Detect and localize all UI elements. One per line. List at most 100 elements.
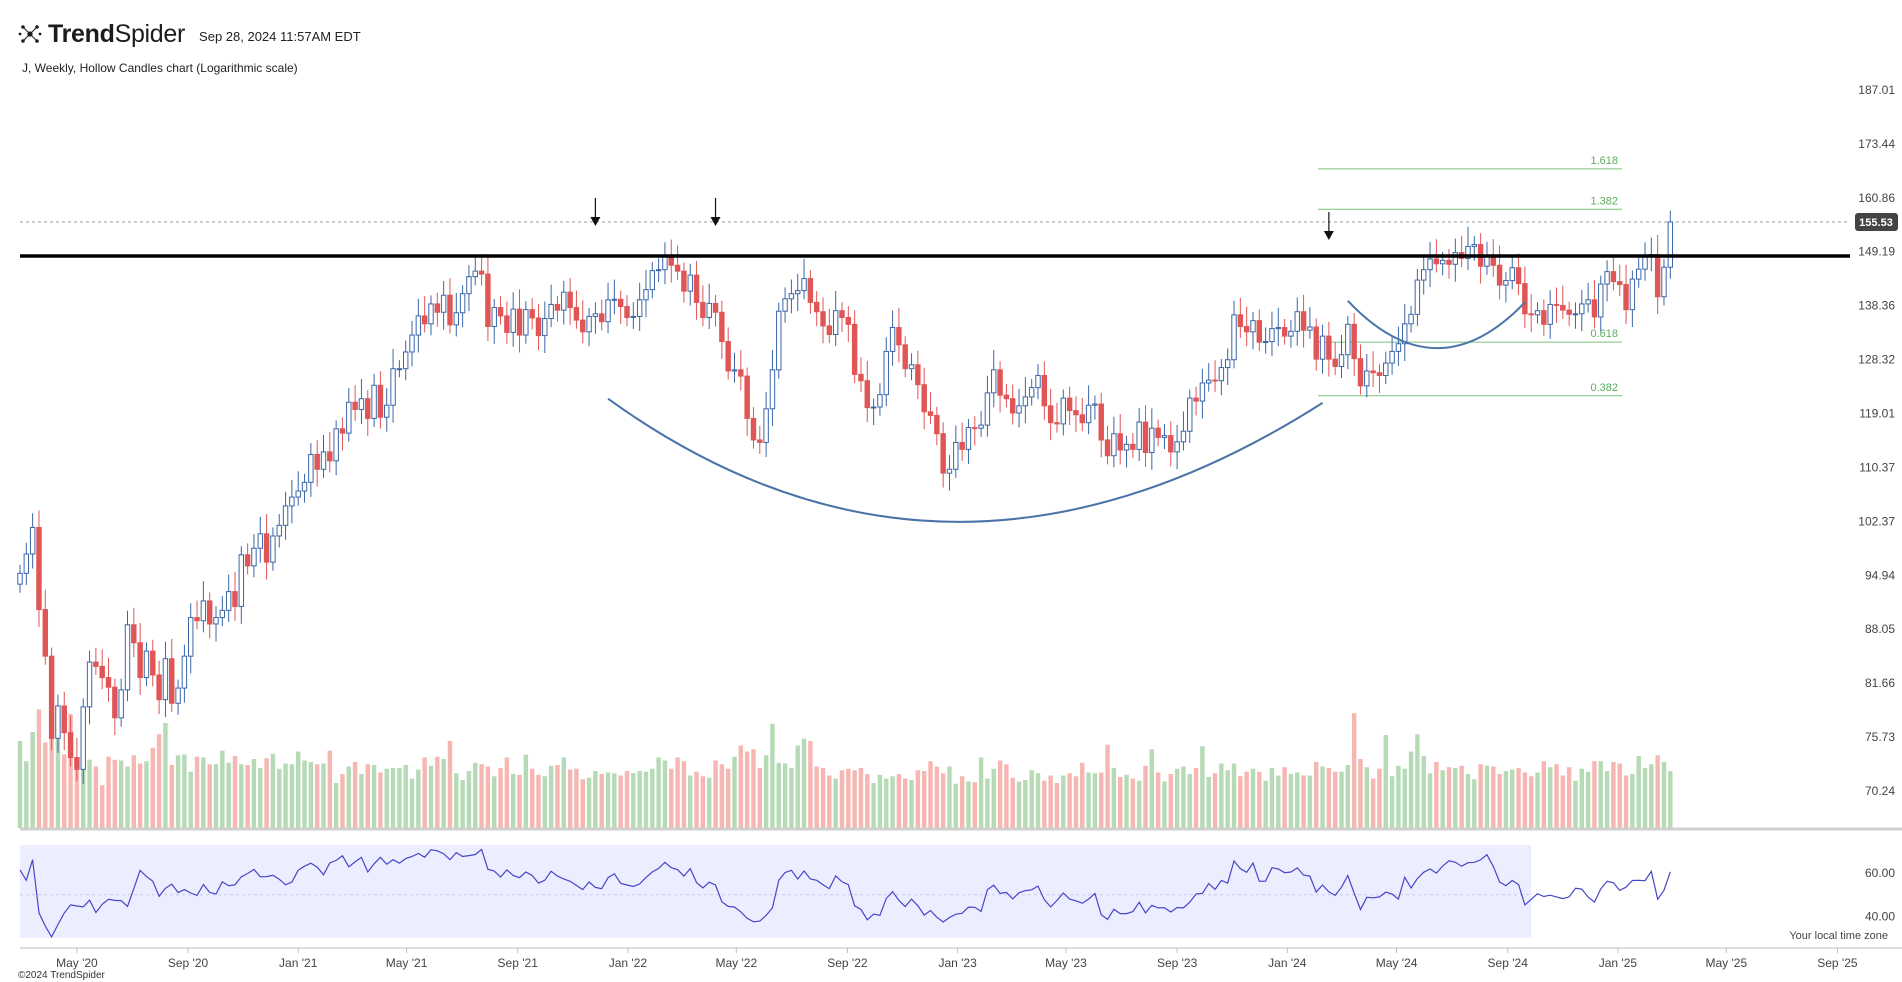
candle-body [630, 315, 637, 318]
candle-body [143, 650, 150, 679]
candle-body [643, 289, 649, 301]
candle-body [377, 384, 384, 418]
volume-bar [277, 768, 282, 828]
timezone-note[interactable]: Your local time zone [1789, 930, 1888, 942]
arrow-head-icon [590, 217, 601, 226]
candle-body [1395, 343, 1402, 352]
candle-body [1383, 362, 1389, 377]
volume-bar [428, 765, 434, 828]
volume-bar [1307, 775, 1313, 828]
volume-bar [978, 757, 984, 828]
candle-body [1010, 398, 1016, 414]
volume-bar [1206, 777, 1211, 828]
volume-bar [643, 771, 649, 828]
volume-bar [1301, 775, 1306, 828]
candle-body [333, 428, 339, 462]
candle-body [719, 311, 725, 343]
volume-bar [68, 714, 73, 828]
volume-bar [55, 714, 61, 828]
candle-body [1446, 259, 1452, 265]
candle-body [1572, 313, 1579, 316]
candle-body [440, 294, 447, 313]
candle-body [776, 310, 782, 371]
volume-bar [1370, 778, 1376, 828]
volume-bar [1604, 771, 1610, 828]
volume-bar [409, 778, 415, 828]
volume-bar [188, 771, 193, 828]
candle-body [908, 364, 915, 370]
candle-body [74, 757, 80, 770]
volume-bar [865, 774, 870, 828]
volume-bar [820, 768, 826, 828]
candle-body [1085, 404, 1092, 424]
volume-bar [662, 760, 668, 828]
volume-bar [24, 761, 29, 828]
volume-bar [112, 759, 118, 828]
volume-bar [390, 768, 396, 828]
trendspider-logo-icon [18, 25, 42, 43]
volume-bar [827, 775, 832, 828]
volume-bar [1326, 768, 1332, 828]
candle-body [1338, 354, 1345, 367]
candle-body [731, 369, 738, 372]
candle-body [137, 642, 143, 679]
candle-body [390, 368, 396, 406]
candle-body [1566, 309, 1572, 315]
volume-bar [1048, 775, 1053, 828]
candle-body [472, 270, 478, 278]
volume-bar [1649, 764, 1654, 828]
candle-body [1629, 278, 1636, 311]
volume-bar [884, 778, 889, 828]
volume-bar [605, 772, 611, 828]
volume-bar [1295, 772, 1300, 828]
candle-body [1262, 341, 1269, 344]
volume-bar [492, 776, 497, 828]
candle-body [592, 313, 599, 317]
volume-bar [757, 768, 763, 828]
x-tick-label: Sep '21 [498, 956, 539, 970]
candle-body [415, 315, 422, 336]
candle-body [1427, 258, 1433, 271]
candle-body [485, 273, 491, 327]
volume-bar [321, 763, 326, 828]
volume-bar [87, 759, 92, 828]
candle-body [1402, 323, 1408, 345]
candle-body [213, 617, 219, 625]
volume-bar [947, 766, 952, 828]
candle-body [1522, 283, 1528, 315]
candle-body [1389, 350, 1395, 364]
volume-bar [795, 745, 800, 828]
y-tick-label: 110.37 [1859, 460, 1895, 474]
candle-body [67, 732, 74, 759]
volume-bar [239, 764, 244, 828]
rsi-tick-label: 60.00 [1865, 866, 1895, 880]
volume-bar [416, 769, 421, 828]
volume-bar [1535, 772, 1540, 828]
candle-body [959, 441, 965, 450]
candle-body [1496, 264, 1503, 286]
volume-bar [858, 768, 864, 828]
y-tick-label: 75.73 [1865, 730, 1895, 744]
volume-bar [624, 771, 630, 828]
volume-bar [1377, 768, 1382, 828]
x-tick-label: Jan '21 [279, 956, 318, 970]
volume-bar [1465, 774, 1471, 828]
volume-bar [213, 764, 219, 828]
volume-bar [814, 766, 819, 828]
candle-body [466, 276, 472, 295]
volume-bar [1042, 780, 1047, 828]
volume-bar [618, 775, 623, 828]
candle-body [1281, 327, 1288, 337]
candle-body [497, 307, 504, 317]
candle-body [1288, 330, 1294, 337]
volume-bar [93, 766, 99, 828]
candle-body [358, 398, 365, 410]
candle-body [301, 481, 308, 492]
x-tick-label: May '20 [56, 956, 98, 970]
volume-bar [1212, 773, 1218, 828]
volume-bar [1181, 766, 1186, 828]
volume-bar [403, 765, 408, 828]
brand-bold: Trend [48, 19, 115, 48]
volume-bar [1276, 775, 1281, 828]
